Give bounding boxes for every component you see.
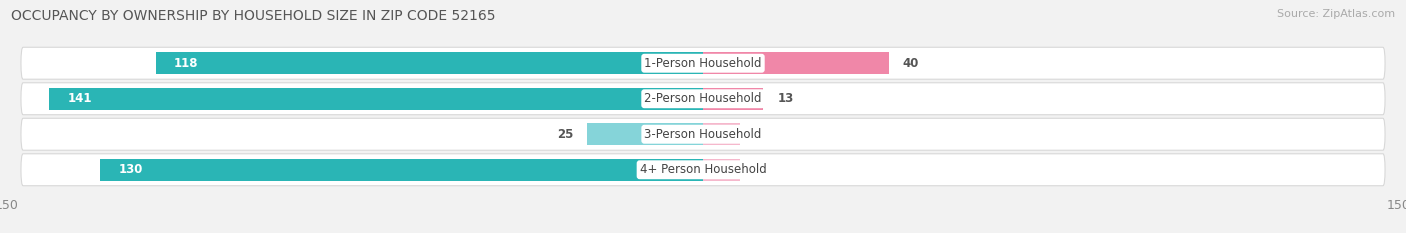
Text: 2-Person Household: 2-Person Household: [644, 92, 762, 105]
Text: 13: 13: [778, 92, 793, 105]
Bar: [49, 88, 703, 110]
Text: 1-Person Household: 1-Person Household: [644, 57, 762, 70]
FancyBboxPatch shape: [21, 118, 1385, 150]
Text: 4+ Person Household: 4+ Person Household: [640, 163, 766, 176]
Text: 3-Person Household: 3-Person Household: [644, 128, 762, 141]
FancyBboxPatch shape: [21, 83, 1385, 115]
Text: 141: 141: [67, 92, 91, 105]
Bar: [703, 159, 740, 181]
Bar: [588, 123, 703, 145]
Text: 0: 0: [754, 163, 762, 176]
Bar: [703, 52, 889, 74]
Bar: [156, 52, 703, 74]
Text: 0: 0: [754, 128, 762, 141]
Text: Source: ZipAtlas.com: Source: ZipAtlas.com: [1277, 9, 1395, 19]
Bar: [703, 88, 763, 110]
Text: OCCUPANCY BY OWNERSHIP BY HOUSEHOLD SIZE IN ZIP CODE 52165: OCCUPANCY BY OWNERSHIP BY HOUSEHOLD SIZE…: [11, 9, 496, 23]
Text: 25: 25: [557, 128, 574, 141]
Bar: [703, 123, 740, 145]
FancyBboxPatch shape: [21, 47, 1385, 79]
FancyBboxPatch shape: [21, 154, 1385, 186]
Text: 130: 130: [118, 163, 143, 176]
Bar: [100, 159, 703, 181]
Text: 40: 40: [903, 57, 920, 70]
Text: 118: 118: [174, 57, 198, 70]
